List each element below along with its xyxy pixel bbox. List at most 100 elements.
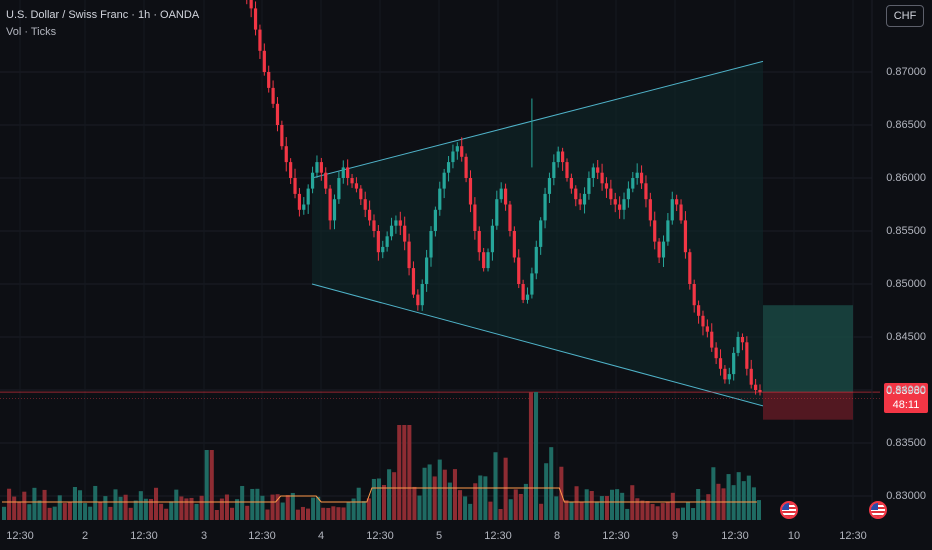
volume-bar [741,481,746,520]
candle-body [389,225,394,237]
candle-body [442,172,446,189]
candle-body [271,87,275,104]
volume-bar [696,488,701,520]
price-tick-label: 0.83000 [886,490,926,502]
volume-bar [437,459,442,520]
volume-bar [143,498,148,520]
volume-bar [554,496,559,520]
volume-bar [407,425,412,520]
candle-body [749,368,753,385]
volume-bar [645,500,650,520]
candle-body [561,151,565,163]
volume-bar [230,507,235,520]
volume-bar [756,500,761,520]
volume-ma-line [2,487,757,503]
volume-bar [508,499,513,520]
candle-body [692,284,696,306]
candle-body [275,103,280,125]
candle-body [346,167,350,178]
volume-bar [711,467,716,520]
volume-bar [108,506,113,520]
volume-bar [316,496,321,520]
volume-bar [599,496,604,520]
price-tick-label: 0.83500 [886,437,926,449]
candle-body [587,178,591,194]
candle-body [539,220,543,247]
price-tick-label: 0.84000 [886,384,926,396]
candle-body [359,188,363,200]
volume-bar [620,492,625,520]
volume-bar [336,507,341,520]
candle-body [451,151,455,163]
volume-bar [361,501,366,520]
candle-body [758,390,762,393]
candle-body [736,337,740,353]
volume-bar [42,489,47,520]
volume-bar [604,495,609,520]
candle-body [464,156,468,178]
candle-body [429,231,433,258]
candle-body [609,188,613,200]
candle-body [341,167,345,178]
volume-bar [417,495,422,520]
candle-body [718,358,723,369]
volume-bar [224,494,229,520]
candle-body [512,231,516,258]
candle-body [653,220,657,242]
candle-body [657,241,661,258]
volume-bar [422,467,427,520]
volume-bar [12,496,17,520]
candle-body [302,204,306,210]
candle-body [486,252,490,269]
candle-body [604,183,609,189]
volume-bar [295,509,300,520]
volume-bar [280,502,285,520]
volume-bar [387,469,392,520]
volume-bar [128,507,133,520]
channel-fill [312,61,763,406]
volume-bar [88,506,93,520]
volume-bar [746,475,751,520]
volume-bar [67,501,72,520]
candle-body [547,178,552,194]
volume-bar [579,502,584,520]
candle-body [315,162,319,173]
price-tick-label: 0.85500 [886,225,926,237]
time-tick-label: 12:30 [721,530,749,542]
volume-bar [250,488,255,520]
candle-body [310,172,315,189]
candle-body [596,167,600,173]
candle-body [534,246,538,274]
candle-body [376,231,380,253]
time-tick-label: 12:30 [366,530,394,542]
candle-body [403,225,407,242]
currency-button[interactable]: CHF [886,5,924,27]
us-flag-icon[interactable] [780,501,798,519]
last-price-tag: 0.83980 48:11 [884,383,928,413]
candle-body [324,172,328,189]
volume-bar [72,486,77,520]
symbol-title[interactable]: U.S. Dollar / Swiss Franc · 1h · OANDA [6,9,200,21]
time-tick-label: 12:30 [602,530,630,542]
volume-bar [513,489,518,520]
price-tick-label: 0.85000 [886,278,926,290]
volume-indicator-label[interactable]: Vol · Ticks [6,26,57,38]
candle-body [490,225,495,253]
volume-bar [544,463,549,520]
volume-bar [549,447,554,520]
volume-bar [321,507,326,520]
time-tick-label: 4 [317,530,325,542]
volume-bar [306,508,311,520]
candle-body [381,246,385,253]
us-flag-icon[interactable] [869,501,887,519]
volume-bar [371,478,376,520]
candle-body [517,257,521,284]
candle-body [666,220,670,242]
volume-bar [17,501,22,520]
candle-body [648,199,652,221]
candle-body [578,199,582,205]
volume-bar [27,504,32,520]
time-tick-label: 12:30 [248,530,276,542]
